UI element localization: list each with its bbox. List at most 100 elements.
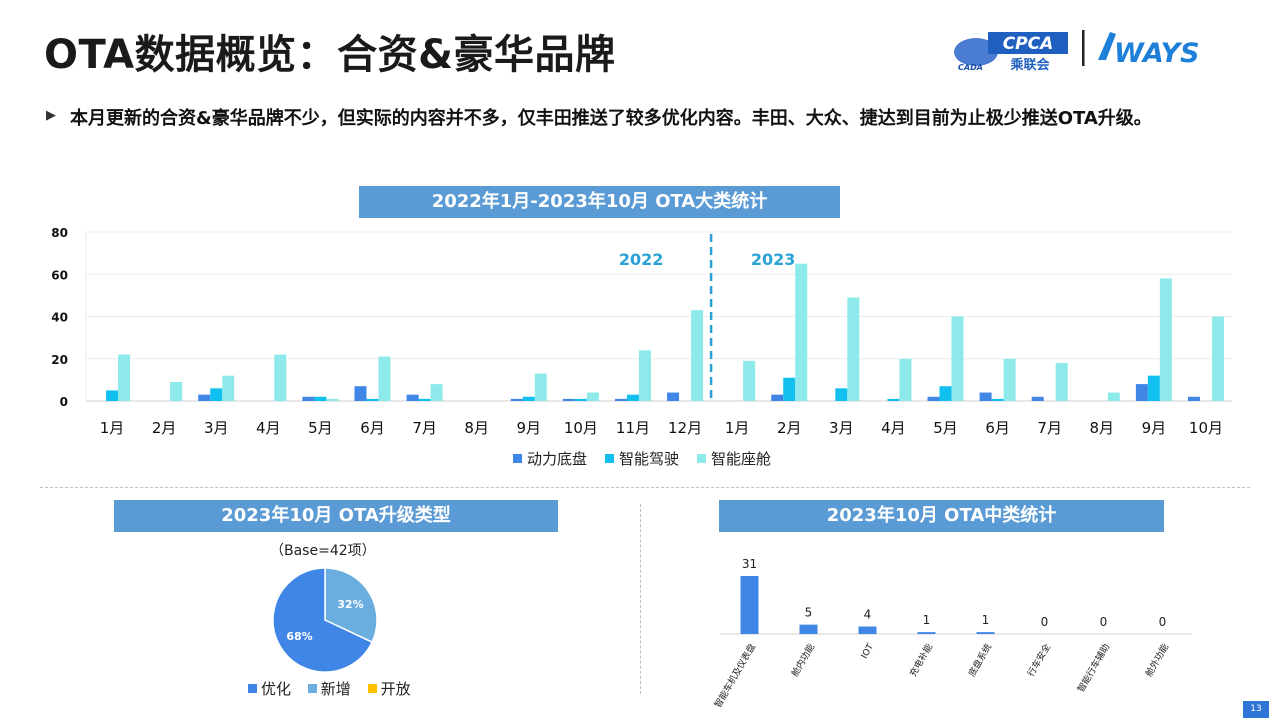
bar-cabin (1003, 358, 1016, 401)
legend-item-open: 开放 (367, 680, 411, 698)
bar-power (1187, 396, 1200, 401)
bar-adas (835, 388, 848, 401)
x-tick-label: 5月 (933, 419, 958, 437)
x-tick-label: 3月 (204, 419, 229, 437)
x-tick-label: 4月 (881, 419, 906, 437)
pie-base-note: （Base=42项） (270, 543, 376, 559)
subcategory-tick-label: 行车安全 (1025, 642, 1053, 679)
legend-swatch (513, 454, 522, 463)
bar-cabin (586, 392, 599, 401)
bar-adas (522, 396, 535, 401)
legend-label-optimize: 优化 (261, 680, 292, 698)
x-tick-label: 12月 (668, 419, 702, 437)
legend-swatch-optimize (248, 684, 257, 693)
x-tick-label: 1月 (725, 419, 750, 437)
bar-power (406, 394, 419, 401)
summary-text: 本月更新的合资&豪华品牌不少，但实际的内容并不多，仅丰田推送了较多优化内容。丰田… (70, 108, 1152, 129)
x-tick-label: 4月 (256, 419, 281, 437)
bar-cabin (691, 310, 704, 401)
subcategory-bar-value: 0 (1041, 615, 1049, 629)
x-tick-label: 3月 (829, 419, 854, 437)
bar-power (979, 392, 992, 401)
bar-power (771, 394, 784, 401)
legend-label: 智能座舱 (711, 450, 771, 468)
bar-cabin (326, 398, 339, 401)
bar-adas (314, 396, 327, 401)
x-tick-label: 6月 (360, 419, 385, 437)
pie-legend: 优化 新增 开放 (248, 678, 423, 699)
bar-adas (1147, 375, 1160, 401)
subcategory-bar-value: 31 (742, 557, 757, 571)
page-number: 13 (1243, 701, 1269, 718)
pie-slice-new (324, 567, 378, 644)
legend-item-new: 新增 (307, 680, 351, 698)
cpca-logo-text: CPCA (1003, 34, 1054, 54)
legend-swatch-new (307, 684, 317, 693)
subcategory-bar (917, 632, 936, 634)
bar-cabin (430, 384, 443, 401)
year-label-2023: 2023 (751, 250, 796, 269)
subcategory-tick-label: 智能行车辅助 (1075, 642, 1112, 695)
subcategory-bar (858, 626, 877, 634)
bar-power (562, 398, 575, 401)
bar-power (198, 394, 211, 401)
legend-label-new: 新增 (320, 680, 351, 698)
bar-cabin (899, 358, 912, 401)
logo-divider (1082, 30, 1085, 66)
bar-cabin (274, 354, 287, 401)
chart-title-subcategory: 2023年10月 OTA中类统计 (719, 500, 1164, 532)
x-tick-label: 5月 (308, 419, 333, 437)
subcategory-tick-label: IOT (860, 642, 877, 661)
bar-power (354, 386, 367, 401)
chart-title-upgrade-type: 2023年10月 OTA升级类型 (114, 500, 558, 532)
bar-power (1135, 384, 1148, 401)
x-tick-label: 7月 (1037, 419, 1062, 437)
monthly-ota-bar-chart: 0 20 40 60 80 1月 2月 3月 4月 5月 6月 7月 8月 9月 10月 11月 12月 1月 2月… (51, 226, 1232, 468)
bar-power (1031, 396, 1044, 401)
subcategory-bar-value: 0 (1100, 615, 1108, 629)
legend-swatch (605, 454, 614, 463)
chart-title-monthly: 2022年1月-2023年10月 OTA大类统计 (359, 186, 840, 218)
bar-cabin (1107, 392, 1120, 401)
y-tick-label: 20 (51, 353, 68, 367)
bar-cabin (1159, 278, 1172, 401)
x-tick-label: 9月 (516, 419, 541, 437)
bullet-icon: ▶ (46, 108, 56, 123)
subcategory-tick-label: 舱外功能 (1143, 642, 1171, 679)
bar-cabin (170, 381, 183, 401)
bar-cabin (1055, 362, 1068, 401)
pie-slice-label: 68% (286, 630, 312, 643)
legend-swatch (697, 454, 706, 463)
bar-cabin (118, 354, 131, 401)
subcategory-bar-value: 1 (982, 613, 990, 627)
subcategory-tick-label: 底盘系统 (966, 642, 994, 679)
bar-cabin (795, 263, 808, 401)
x-tick-label: 9月 (1142, 419, 1167, 437)
bar-adas (939, 386, 952, 401)
cpca-logo-subtext: 乘联会 (1009, 57, 1050, 73)
subcategory-tick-label: 智能车机及仪表盘 (712, 642, 758, 710)
x-tick-label: 2月 (777, 419, 802, 437)
bar-adas (783, 377, 796, 401)
x-tick-label: 1月 (100, 419, 125, 437)
legend-label: 动力底盘 (527, 450, 587, 468)
pie-slice-optimize (272, 567, 374, 673)
y-tick-label: 80 (51, 226, 68, 240)
subcategory-bar (799, 624, 818, 634)
subcategory-bar (976, 632, 995, 634)
legend-swatch-open (367, 684, 377, 693)
y-tick-label: 60 (51, 268, 68, 282)
bar-adas (574, 398, 587, 401)
bar-adas (418, 398, 431, 401)
x-tick-label: 11月 (616, 419, 650, 437)
brand-logos: CADA CPCA 乘联会 WAYS (954, 30, 1200, 73)
subcategory-bar-value: 4 (864, 608, 872, 622)
x-tick-label: 8月 (1089, 419, 1114, 437)
bar-power (614, 398, 627, 401)
section-divider-horizontal (40, 487, 1250, 488)
legend-item-optimize: 优化 (248, 680, 291, 698)
legend-label-open: 开放 (380, 680, 411, 698)
cada-logo-text: CADA (958, 63, 983, 72)
x-tick-label: 10月 (1189, 419, 1223, 437)
subcategory-bar (740, 576, 759, 634)
